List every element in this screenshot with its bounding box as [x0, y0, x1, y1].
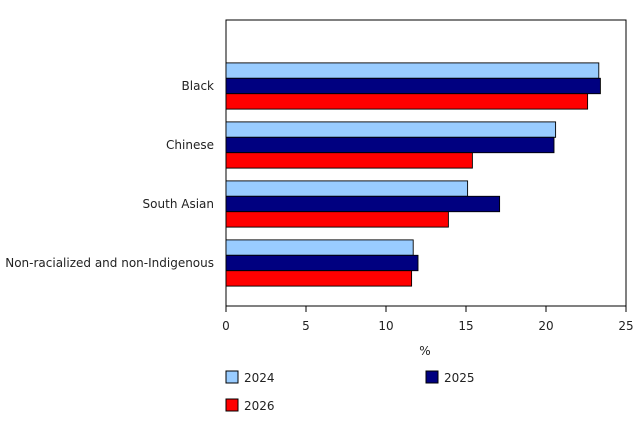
bar-black-2025: [225, 77, 601, 95]
category-label: Chinese: [166, 138, 214, 152]
legend-label-2024: 2024: [244, 371, 275, 385]
bar-south-asian-2026: [225, 211, 449, 228]
category-label: Non-racialized and non-Indigenous: [5, 256, 214, 270]
bar-black-2026: [225, 93, 589, 110]
bar-non-racialized-and-non-indigenous-2024: [225, 239, 414, 256]
legend: 2024 2025 2026: [225, 370, 475, 413]
legend-swatch-2024: [225, 370, 239, 384]
bar-south-asian-2024: [225, 180, 469, 197]
x-tick-label: 15: [458, 319, 473, 333]
legend-swatch-2026: [225, 398, 239, 412]
legend-label-2025: 2025: [444, 371, 475, 385]
bar-chinese-2025: [225, 136, 555, 154]
x-tick-label: 10: [378, 319, 393, 333]
bar-non-racialized-and-non-indigenous-2026: [225, 270, 413, 287]
axes: Black Chinese South Asian Non-racialized an…: [5, 79, 633, 358]
x-axis-title: %: [419, 344, 430, 358]
x-tick-label: 5: [302, 319, 310, 333]
category-label: South Asian: [143, 197, 214, 211]
x-tick-label: 25: [618, 319, 633, 333]
bar-chinese-2024: [225, 121, 557, 138]
bar-black-2024: [225, 62, 600, 79]
bar-non-racialized-and-non-indigenous-2025: [225, 254, 419, 272]
plot-area: [225, 19, 627, 307]
bar-south-asian-2025: [225, 195, 501, 213]
x-tick-label: 20: [538, 319, 553, 333]
legend-swatch-2025: [425, 370, 439, 384]
legend-label-2026: 2026: [244, 399, 275, 413]
category-label: Black: [182, 79, 215, 93]
bar-chinese-2026: [225, 152, 473, 169]
x-tick-label: 0: [222, 319, 230, 333]
